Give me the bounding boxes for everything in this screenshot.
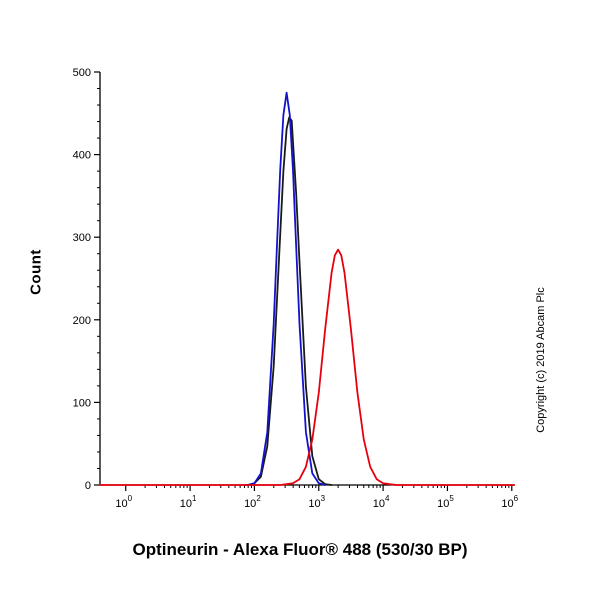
x-tick-label: 100 bbox=[115, 494, 132, 510]
x-axis-title: Optineurin - Alexa Fluor® 488 (530/30 BP… bbox=[132, 540, 468, 559]
y-tick-label: 300 bbox=[73, 232, 91, 244]
series-curve-secondary-only-blue bbox=[243, 91, 327, 486]
series-curve-optineurin-stained-red bbox=[99, 248, 515, 486]
x-tick-label: 105 bbox=[437, 494, 454, 510]
x-tick-label: 106 bbox=[501, 494, 518, 510]
y-tick-label: 0 bbox=[85, 480, 91, 492]
y-tick-label: 200 bbox=[73, 315, 91, 327]
series-curve-unlabelled-control-black bbox=[247, 116, 333, 486]
y-tick-label: 100 bbox=[73, 397, 91, 409]
x-tick-label: 102 bbox=[244, 494, 261, 510]
x-tick-label: 103 bbox=[308, 494, 325, 510]
y-axis-title: Count bbox=[27, 249, 45, 295]
x-tick-label: 101 bbox=[180, 494, 197, 510]
x-tick-label: 104 bbox=[373, 494, 390, 510]
y-tick-label: 400 bbox=[73, 150, 91, 162]
y-tick-label: 500 bbox=[73, 67, 91, 79]
copyright-text: Copyright (c) 2019 Abcam Plc bbox=[535, 287, 547, 433]
